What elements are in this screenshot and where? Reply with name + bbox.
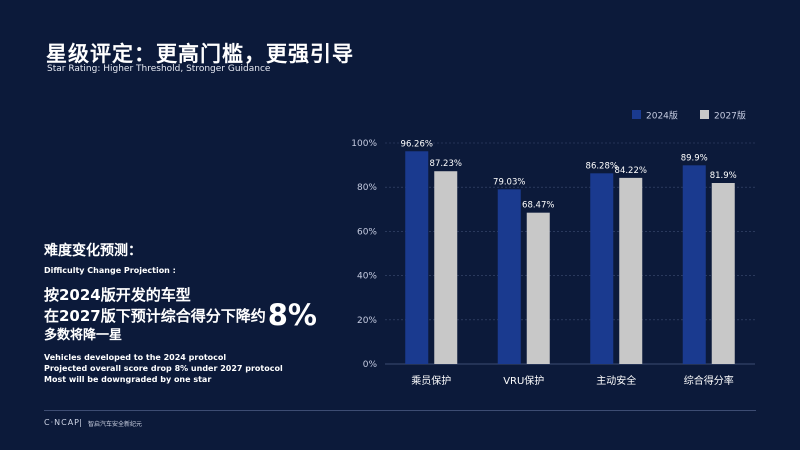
y-tick-label: 0% <box>363 360 378 370</box>
projection-english: Vehicles developed to the 2024 protocol … <box>44 352 344 385</box>
bar <box>619 177 643 364</box>
data-label: 96.26% <box>401 139 433 149</box>
data-label: 89.9% <box>681 153 708 163</box>
y-tick-label: 80% <box>357 183 377 193</box>
projection-line-1: 按2024版开发的车型 <box>44 286 191 304</box>
projection-line-3: 多数将降一星 <box>44 328 123 343</box>
projection-text: 按2024版开发的车型 在2027版下预计综合得分下降约8% 多数将降一星 <box>44 285 344 346</box>
page-subtitle: Star Rating: Higher Threshold, Stronger … <box>47 64 271 74</box>
bar <box>526 212 550 364</box>
bar <box>497 189 521 364</box>
bar <box>405 151 429 364</box>
legend-swatch <box>700 110 709 119</box>
bar <box>434 171 458 364</box>
footer-separator: | <box>79 418 82 427</box>
data-label: 84.22% <box>615 166 647 176</box>
data-label: 81.9% <box>710 171 737 181</box>
legend-label: 2027版 <box>714 110 746 122</box>
y-tick-label: 20% <box>357 316 377 326</box>
bar <box>682 165 706 364</box>
y-tick-label: 60% <box>357 227 377 237</box>
bar <box>590 173 614 364</box>
projection-en-2: Projected overall score drop 8% under 20… <box>44 364 283 373</box>
x-tick-label: 综合得分率 <box>684 374 734 387</box>
footer-divider <box>44 410 756 411</box>
projection-line-2-wrap: 在2027版下预计综合得分下降约8% <box>44 301 344 330</box>
data-label: 87.23% <box>430 159 462 169</box>
footer-tagline: 智启汽车安全新纪元 <box>88 421 143 428</box>
data-label: 68.47% <box>522 201 554 211</box>
projection-heading: 难度变化预测： <box>44 243 142 259</box>
y-tick-label: 100% <box>351 139 377 149</box>
projection-panel: 难度变化预测： Difficulty Change Projection : 按… <box>44 240 344 385</box>
data-label: 86.28% <box>586 161 618 171</box>
bar <box>711 183 735 364</box>
x-tick-label: VRU保护 <box>503 374 544 387</box>
projection-heading-en: Difficulty Change Projection : <box>44 266 176 275</box>
projection-en-3: Most will be downgraded by one star <box>44 375 212 384</box>
y-tick-label: 40% <box>357 272 377 282</box>
page-title: 星级评定：更高门槛，更强引导 <box>46 42 354 66</box>
cncap-logo: C·NCAP <box>44 418 80 427</box>
projection-highlight: 8% <box>267 298 317 332</box>
projection-line-2: 在2027版下预计综合得分下降约 <box>44 307 266 325</box>
legend-label: 2024版 <box>646 110 678 122</box>
data-label: 79.03% <box>493 177 525 187</box>
x-tick-label: 乘员保护 <box>411 374 451 387</box>
projection-en-1: Vehicles developed to the 2024 protocol <box>44 353 227 362</box>
x-tick-label: 主动安全 <box>596 374 636 387</box>
legend-swatch <box>632 110 641 119</box>
